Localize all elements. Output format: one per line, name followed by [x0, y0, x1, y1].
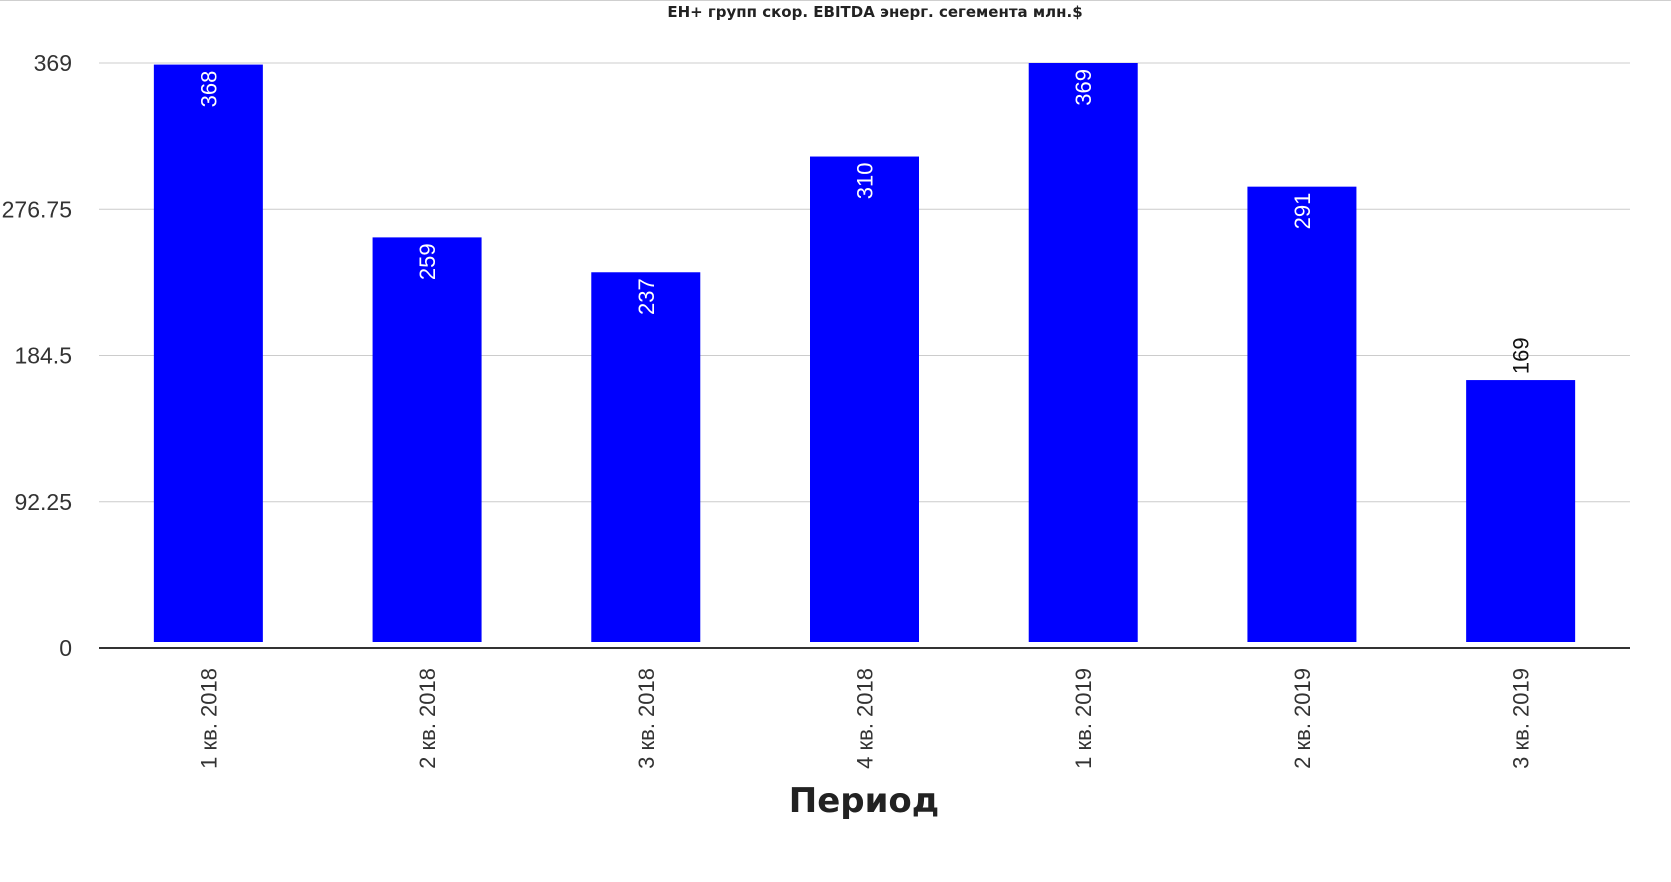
- data-label: 368: [196, 71, 221, 108]
- bar: [1466, 380, 1576, 642]
- x-tick-label: 1 кв. 2019: [1071, 668, 1096, 769]
- x-tick-label: 2 кв. 2019: [1290, 668, 1315, 769]
- bars: [153, 63, 1576, 642]
- y-tick-label: 184.5: [14, 343, 72, 369]
- data-label: 169: [1509, 337, 1534, 374]
- data-label: 310: [853, 163, 878, 200]
- data-labels: 368 259 237 310 369 291 169: [196, 69, 1533, 374]
- bar: [1028, 63, 1138, 642]
- bar: [153, 64, 263, 642]
- data-label: 259: [415, 243, 440, 280]
- data-label: 369: [1071, 69, 1096, 106]
- bar: [1247, 186, 1357, 642]
- y-tick-label: 369: [34, 50, 72, 76]
- x-tick-label: 3 кв. 2018: [634, 668, 659, 769]
- chart-title: ЕН+ групп скор. EBITDA энерг. сегемента …: [667, 3, 1082, 21]
- data-label: 237: [634, 278, 659, 315]
- x-tick-label: 4 кв. 2018: [853, 668, 878, 769]
- x-tick-label: 2 кв. 2018: [415, 668, 440, 769]
- x-tick-label: 3 кв. 2019: [1509, 668, 1534, 769]
- top-border: [0, 0, 1671, 1]
- x-axis-ticks: 1 кв. 2018 2 кв. 2018 3 кв. 2018 4 кв. 2018…: [196, 668, 1533, 769]
- x-tick-label: 1 кв. 2018: [196, 668, 221, 769]
- data-label: 291: [1290, 193, 1315, 230]
- y-tick-label: 92.25: [14, 489, 72, 515]
- bar: [810, 156, 919, 642]
- x-axis-title: Период: [789, 781, 940, 821]
- y-axis-ticks: 0 92.25 184.5 276.75 369: [2, 50, 72, 661]
- y-tick-label: 0: [59, 635, 72, 661]
- y-tick-label: 276.75: [2, 196, 72, 222]
- bar: [372, 237, 482, 642]
- bar: [591, 272, 701, 642]
